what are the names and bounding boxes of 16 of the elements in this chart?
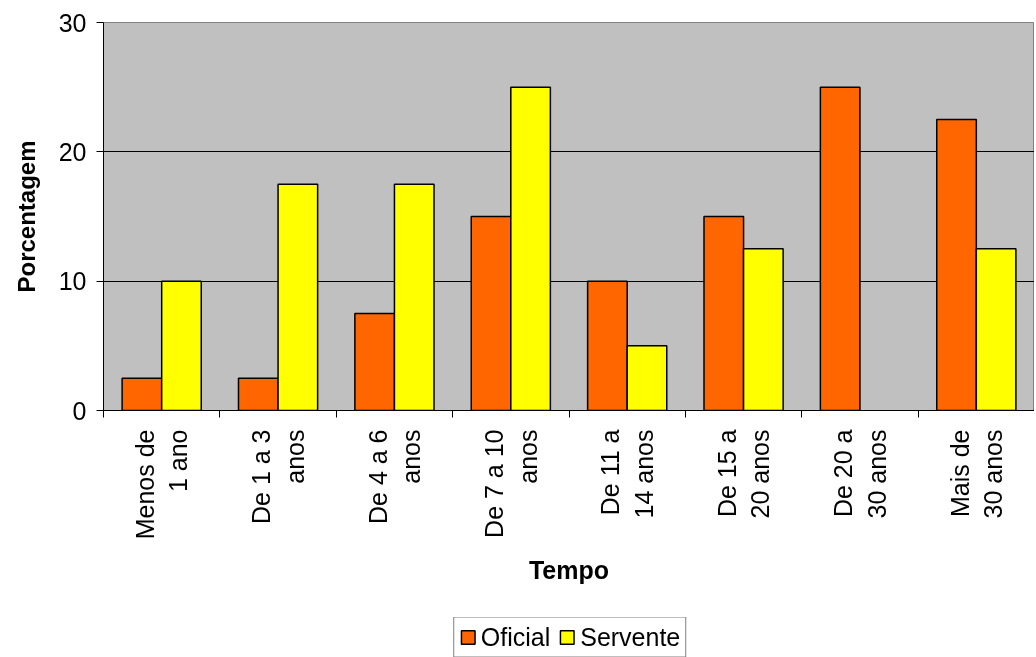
y-tick-label: 0 <box>72 396 87 425</box>
x-tick-label: De 4 a 6 anos <box>363 429 426 525</box>
x-tick-label: De 1 a 3 anos <box>247 429 309 525</box>
y-tick-label: 20 <box>58 137 87 166</box>
x-tick-label: De 15 a 20 anos <box>712 429 775 519</box>
x-tick-label: De 7 a 10 anos <box>480 429 542 538</box>
x-tick-label: De 20 a 30 anos <box>829 429 891 519</box>
legend-label: Servente <box>580 622 681 652</box>
legend-label: Oficial <box>480 622 551 652</box>
x-axis-title: Tempo <box>528 556 610 585</box>
y-tick-label: 30 <box>58 8 87 37</box>
x-tick-label: Menos de 1 ano <box>130 429 193 540</box>
y-tick-label: 10 <box>58 267 87 296</box>
x-tick-label: De 11 a 14 anos <box>596 429 658 519</box>
y-axis-title: Porcentagem <box>12 140 40 293</box>
x-tick-label: Mais de 30 anos <box>945 429 1008 519</box>
